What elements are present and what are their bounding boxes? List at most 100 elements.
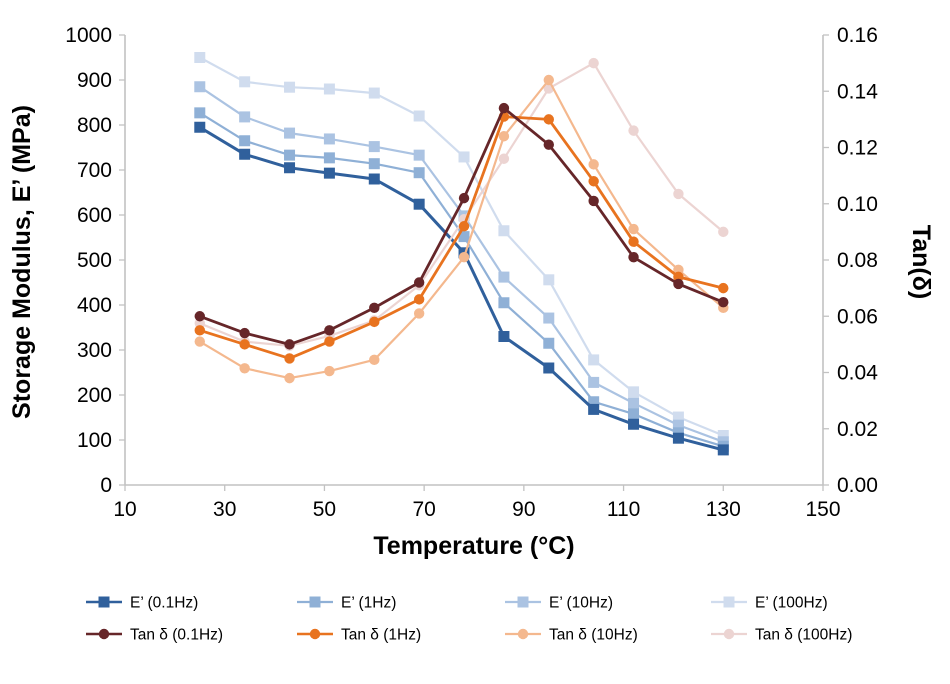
data-point-square-e-10hz xyxy=(498,271,510,283)
data-point-circle-tan-10hz xyxy=(194,336,205,347)
y-left-tick-label: 400 xyxy=(77,294,112,317)
y-left-tick-label: 300 xyxy=(77,339,112,362)
data-point-circle-tan-10hz xyxy=(628,223,639,235)
data-point-square-e-100hz xyxy=(194,52,206,63)
data-point-circle-tan-100hz xyxy=(673,188,684,200)
data-point-square-e-100hz xyxy=(323,83,335,95)
data-point-circle-tan-1hz xyxy=(628,236,639,247)
data-point-square-e-100hz xyxy=(413,110,425,122)
y-right-tick-label: 0.08 xyxy=(837,249,878,272)
data-point-square-e-0.1hz xyxy=(368,173,380,185)
y-left-tick-label: 700 xyxy=(77,159,112,182)
series-line-e-100hz xyxy=(198,56,725,437)
y-right-tick-label: 0.16 xyxy=(837,24,878,47)
data-point-square-e-1hz xyxy=(368,158,380,170)
y-left-tick-label: 600 xyxy=(77,204,112,227)
y-left-tick-label: 0 xyxy=(100,474,112,497)
data-point-circle-tan-10hz xyxy=(369,354,380,366)
data-point-circle-tan-10hz xyxy=(588,159,599,170)
data-point-square-e-10hz xyxy=(194,81,206,93)
y-left-tick-label: 800 xyxy=(77,114,112,137)
data-point-square-e-1hz xyxy=(284,149,296,161)
data-point-circle-tan-100hz xyxy=(498,153,510,164)
data-point-square-e-10hz xyxy=(588,376,600,388)
data-point-square-e-0.1hz xyxy=(284,162,296,174)
legend-label: E’ (1Hz) xyxy=(341,595,396,612)
series-e-0.1hz xyxy=(194,121,729,456)
legend-marker-square xyxy=(723,596,735,608)
y-left-tick-label: 900 xyxy=(77,69,112,92)
x-tick-label: 150 xyxy=(805,498,840,521)
data-point-square-e-1hz xyxy=(323,152,335,164)
y-axis-left-title: Storage Modulus, E’ (MPa) xyxy=(8,105,36,419)
data-point-square-e-0.1hz xyxy=(628,418,640,430)
legend-label: E’ (0.1Hz) xyxy=(130,595,198,612)
data-point-circle-tan-0.1hz xyxy=(284,339,295,350)
data-point-circle-tan-10hz xyxy=(458,251,470,263)
x-tick-label: 50 xyxy=(313,498,336,521)
legend-marker-circle xyxy=(309,628,321,640)
legend-label: Tan δ (10Hz) xyxy=(549,627,638,644)
legend-item-tan-100hz: Tan δ (100Hz) xyxy=(711,627,852,644)
data-point-circle-tan-10hz xyxy=(413,308,425,319)
data-point-square-e-100hz xyxy=(239,76,251,88)
data-point-circle-tan-1hz xyxy=(458,221,470,232)
data-point-square-e-100hz xyxy=(284,81,296,93)
data-point-square-e-10hz xyxy=(284,127,296,139)
y-right-tick-label: 0.14 xyxy=(837,80,878,103)
data-point-square-e-100hz xyxy=(672,411,684,423)
data-point-circle-tan-10hz xyxy=(239,363,250,374)
legend-label: Tan δ (0.1Hz) xyxy=(130,627,223,644)
legend-marker-circle xyxy=(98,628,110,640)
x-tick-label: 10 xyxy=(113,498,136,521)
x-tick-label: 130 xyxy=(706,498,741,521)
x-tick-label: 30 xyxy=(213,498,236,521)
data-point-circle-tan-10hz xyxy=(284,372,295,384)
data-point-circle-tan-0.1hz xyxy=(673,278,684,290)
x-tick-label: 70 xyxy=(412,498,435,521)
data-point-circle-tan-0.1hz xyxy=(458,192,470,204)
data-point-square-e-1hz xyxy=(628,408,640,420)
y-right-tick-label: 0.00 xyxy=(837,474,878,497)
data-point-square-e-10hz xyxy=(368,141,380,153)
data-point-square-e-10hz xyxy=(628,397,640,409)
legend-item-e-100hz: E’ (100Hz) xyxy=(711,595,828,612)
data-point-circle-tan-1hz xyxy=(284,353,295,364)
data-point-square-e-100hz xyxy=(458,151,470,163)
legend-label: Tan δ (1Hz) xyxy=(341,627,421,644)
data-point-circle-tan-0.1hz xyxy=(588,195,599,207)
data-point-square-e-1hz xyxy=(498,297,510,309)
legend-label: E’ (100Hz) xyxy=(755,595,828,612)
data-point-circle-tan-0.1hz xyxy=(194,311,205,322)
data-point-square-e-10hz xyxy=(323,133,335,145)
data-point-square-e-0.1hz xyxy=(543,362,555,374)
data-point-square-e-10hz xyxy=(413,149,425,161)
series-e-100hz xyxy=(194,52,729,441)
series-tan-0.1hz xyxy=(194,102,729,350)
data-point-square-e-1hz xyxy=(588,396,600,408)
data-point-circle-tan-1hz xyxy=(718,282,729,294)
legend-marker-square xyxy=(517,596,529,608)
y-left-tick-label: 1000 xyxy=(65,24,112,47)
data-point-circle-tan-1hz xyxy=(239,339,250,350)
data-point-circle-tan-0.1hz xyxy=(718,296,729,308)
data-point-square-e-100hz xyxy=(628,386,640,398)
data-point-square-e-1hz xyxy=(413,167,425,179)
y-right-tick-label: 0.02 xyxy=(837,418,878,441)
x-tick-label: 90 xyxy=(512,498,535,521)
data-point-square-e-1hz xyxy=(458,231,470,243)
series-tan-1hz xyxy=(194,111,729,364)
data-point-circle-tan-0.1hz xyxy=(413,277,425,288)
y-axis-right-title: Tan(δ) xyxy=(907,225,935,299)
legend-marker-square xyxy=(98,596,110,608)
data-point-square-e-0.1hz xyxy=(239,148,251,160)
data-point-square-e-0.1hz xyxy=(717,444,729,456)
data-point-square-e-10hz xyxy=(239,111,251,123)
data-point-circle-tan-100hz xyxy=(628,125,639,136)
data-point-square-e-1hz xyxy=(543,337,555,349)
data-point-circle-tan-0.1hz xyxy=(369,302,380,314)
y-right-tick-label: 0.06 xyxy=(837,305,878,328)
y-left-tick-label: 100 xyxy=(77,429,112,452)
data-point-circle-tan-0.1hz xyxy=(239,327,250,339)
